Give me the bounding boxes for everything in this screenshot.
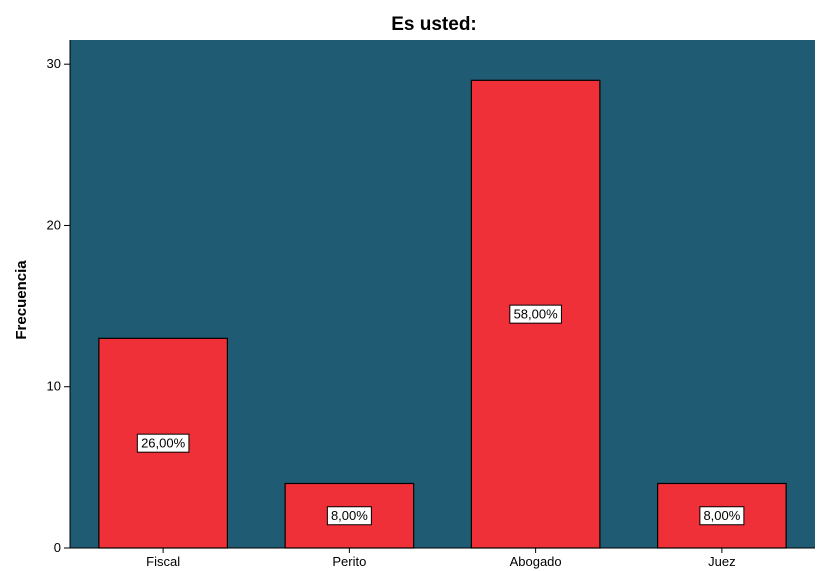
chart-title: Es usted: <box>391 14 477 35</box>
y-tick-label: 0 <box>54 540 61 555</box>
data-label-box <box>699 506 745 526</box>
data-label: 26,00% <box>141 436 186 451</box>
x-tick-label: Fiscal <box>146 554 180 569</box>
x-tick-label: Abogado <box>510 554 562 569</box>
y-axis-label: Frecuencia <box>13 260 30 340</box>
data-label-box <box>136 433 190 453</box>
y-tick-labels: 0 10 20 30 <box>47 56 61 555</box>
x-tick-labels: Fiscal Perito Abogado Juez <box>146 554 735 569</box>
data-label: 58,00% <box>514 307 559 322</box>
y-tick-label: 30 <box>47 56 61 71</box>
data-label-box <box>509 304 562 324</box>
x-tick-label: Perito <box>332 554 366 569</box>
data-labels: 26,00% 8,00% 58,00% 8,00% <box>136 304 745 526</box>
data-label-box <box>326 506 372 526</box>
x-tick-label: Juez <box>708 554 735 569</box>
y-tick-label: 20 <box>47 217 61 232</box>
data-label: 8,00% <box>703 508 740 523</box>
data-label: 8,00% <box>331 508 368 523</box>
y-tick-label: 10 <box>47 379 61 394</box>
